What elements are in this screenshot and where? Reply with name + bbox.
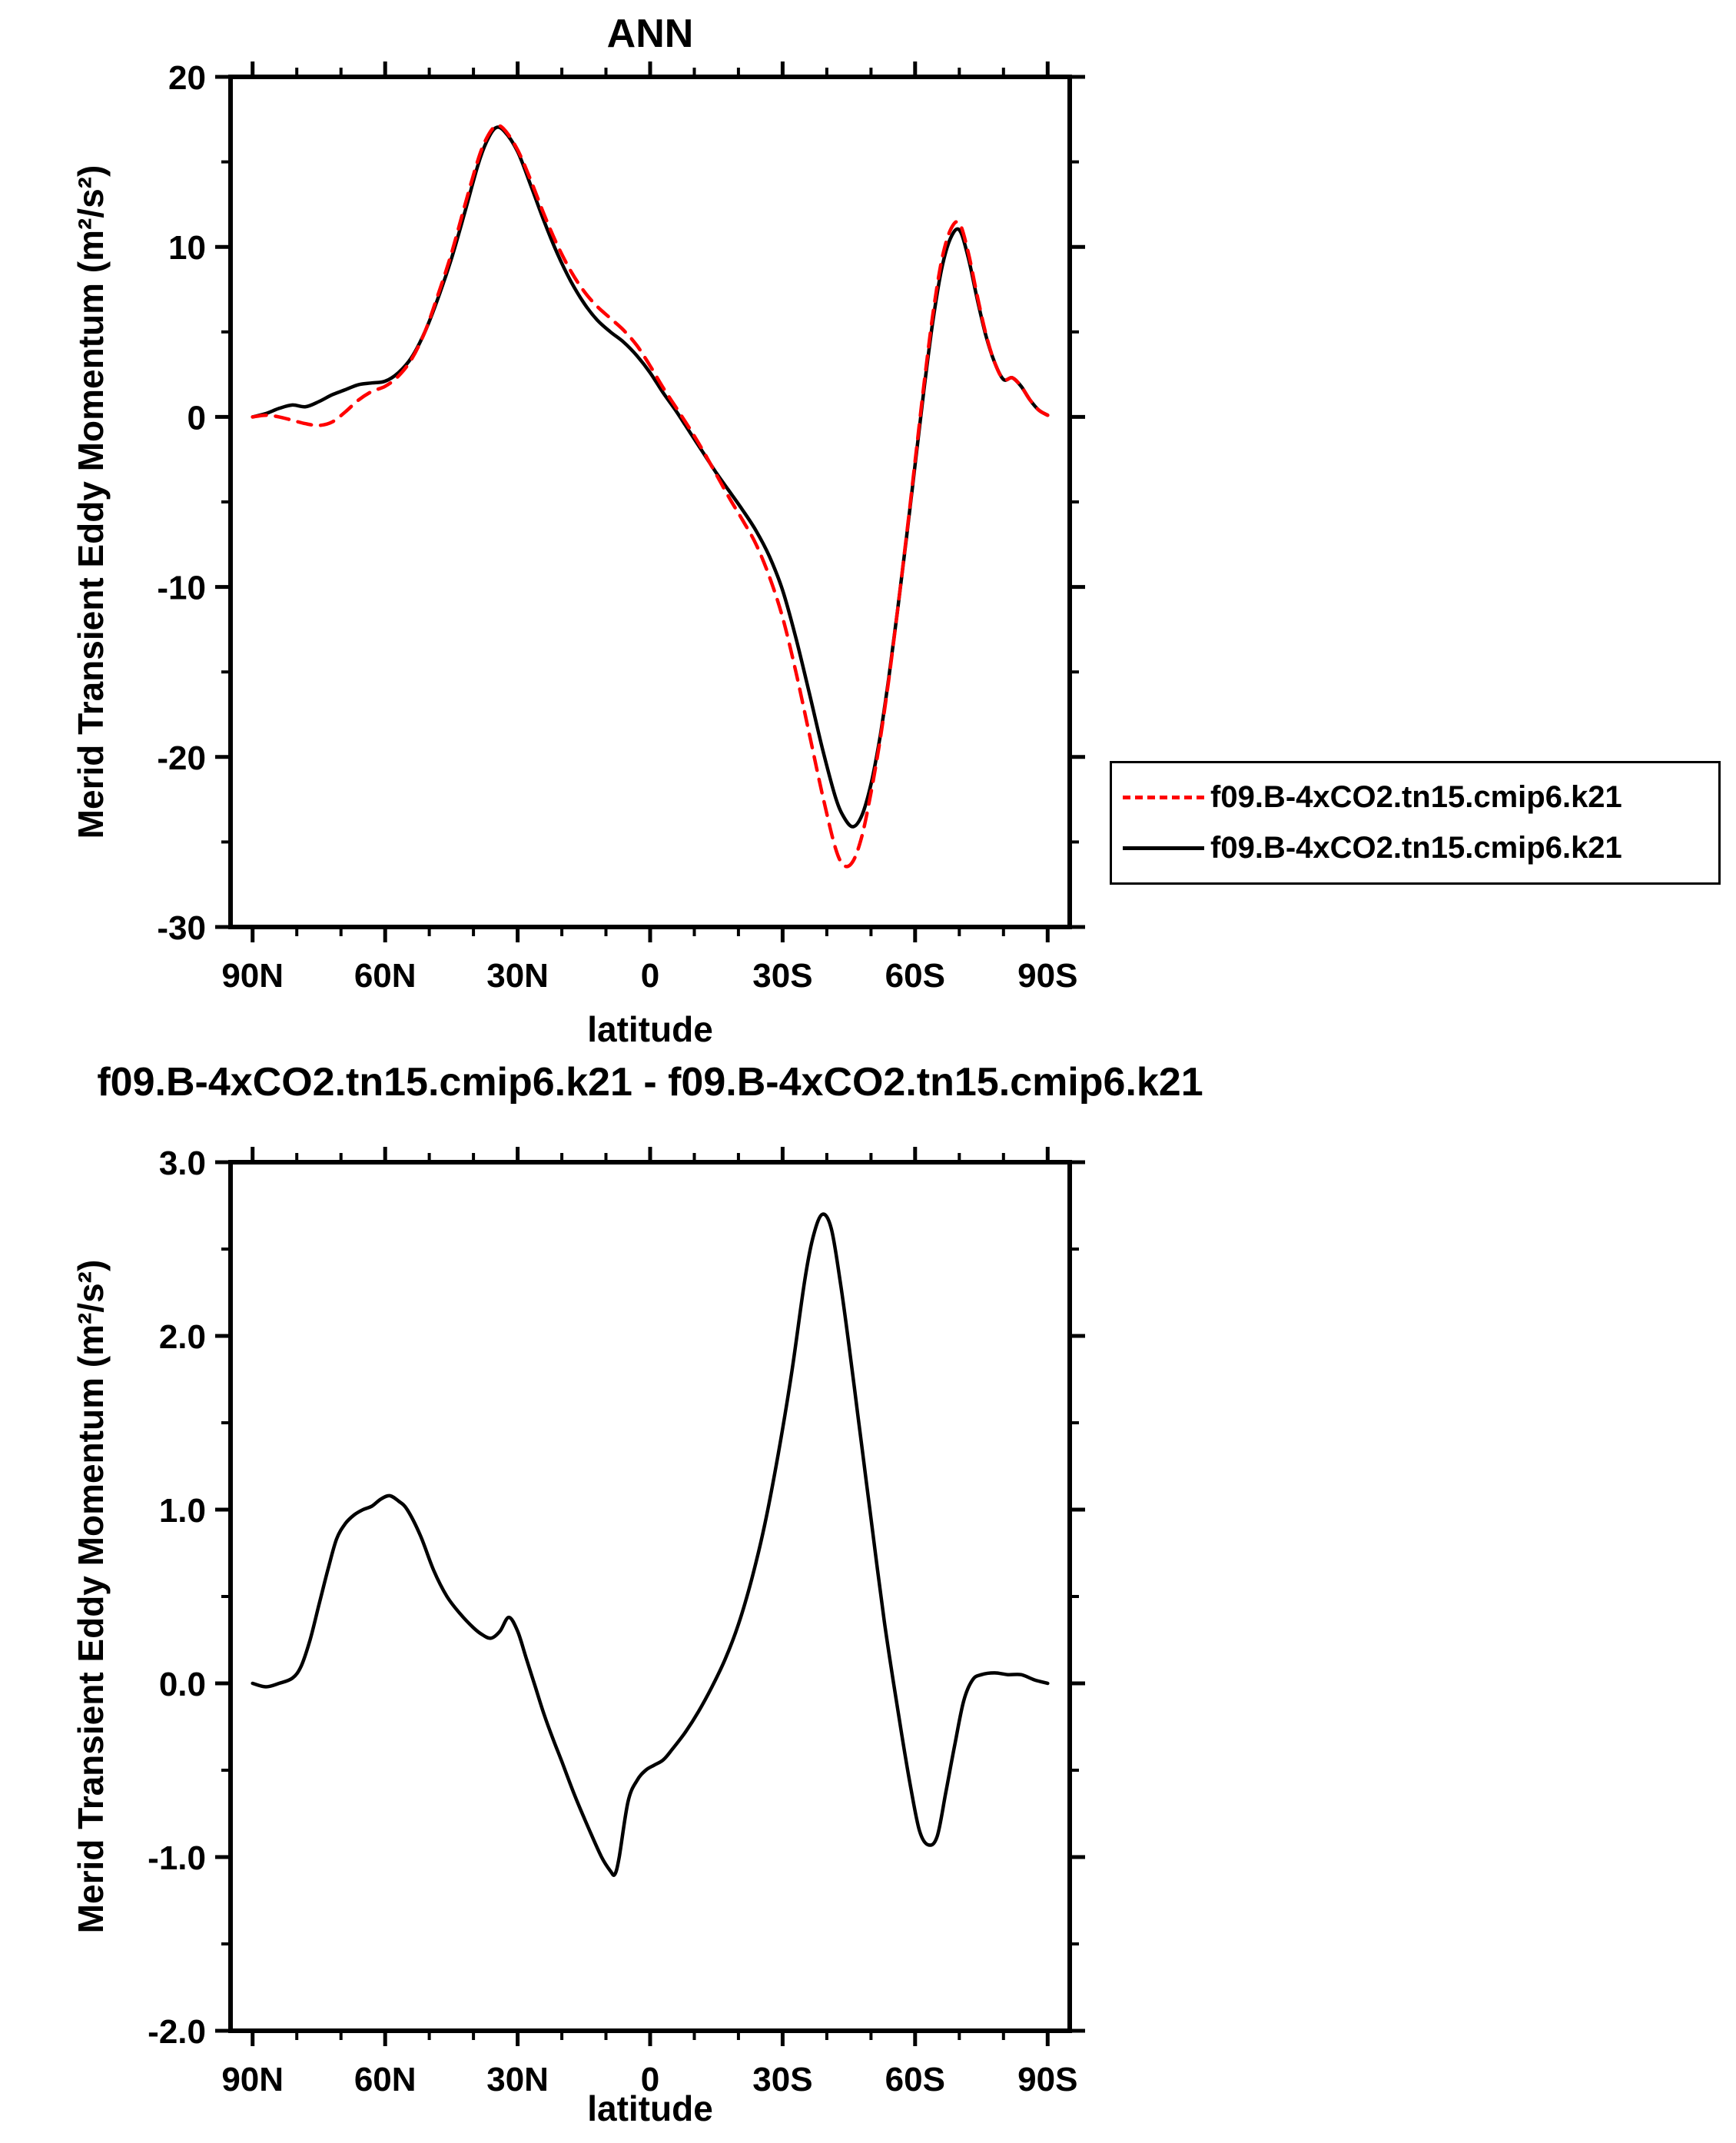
difference-curve [251,1212,1050,1877]
bottom-x-axis-label: latitude [587,2088,713,2128]
y-tick-label: 0.0 [159,1666,206,1703]
y-tick-label: -20 [157,739,206,777]
y-tick-label: 2.0 [159,1318,206,1356]
x-tick-label: 90N [221,957,284,995]
x-tick-label: 0 [641,2061,659,2098]
solid-black-line-icon [1123,846,1204,851]
x-tick-label: 30N [486,957,549,995]
top-chart-plot: 90N 60N 30N 0 30S 60S 90S 20 10 0 -10 -20 -30 [157,59,1085,995]
red-dashed-curve [251,124,1050,869]
bottom-chart-title: f09.B-4xCO2.tn15.cmip6.k21 - f09.B-4xCO2… [97,1060,1203,1105]
x-tick-label: 60N [354,2061,417,2098]
x-tick-label: 30S [752,957,812,995]
bottom-chart-plot: 90N 60N 30N 0 30S 60S 90S 3.0 2.0 1.0 0.0 -1.0 -2.0 [148,1145,1085,2098]
top-y-axis-label: Merid Transient Eddy Momentum (m²/s²) [71,164,111,839]
y-tick-label: -1.0 [148,1839,206,1877]
x-tick-label: 30N [486,2061,549,2098]
y-tick-label: 3.0 [159,1145,206,1182]
legend: f09.B-4xCO2.tn15.cmip6.k21 f09.B-4xCO2.t… [1110,761,1721,885]
y-tick-label: 0 [188,399,206,437]
x-tick-label: 90S [1017,957,1077,995]
plot-frame [228,1160,1072,2033]
y-tick-label: 20 [168,59,206,97]
legend-entry-dashed: f09.B-4xCO2.tn15.cmip6.k21 [1123,780,1712,815]
x-tick-label: 90N [221,2061,284,2098]
legend-label: f09.B-4xCO2.tn15.cmip6.k21 [1210,779,1622,814]
y-tick-label: -2.0 [148,2013,206,2051]
x-tick-label: 90S [1017,2061,1077,2098]
legend-label: f09.B-4xCO2.tn15.cmip6.k21 [1210,831,1622,866]
x-tick-label: 60S [885,957,945,995]
y-tick-label: 10 [168,229,206,267]
x-tick-label: 60N [354,957,417,995]
x-tick-label: 30S [752,2061,812,2098]
y-tick-label: 1.0 [159,1492,206,1530]
y-tick-label: -30 [157,909,206,947]
top-x-axis-label: latitude [587,1009,713,1049]
legend-entry-solid: f09.B-4xCO2.tn15.cmip6.k21 [1123,831,1712,866]
black-solid-curve [251,125,1050,829]
top-chart-title: ANN [606,12,694,56]
x-tick-label: 60S [885,2061,945,2098]
bottom-y-axis-label: Merid Transient Eddy Momentum (m²/s²) [71,1259,111,1934]
plot-frame [228,75,1072,929]
dashed-red-line-icon [1123,795,1204,799]
x-tick-label: 0 [641,957,659,995]
y-tick-label: -10 [157,570,206,607]
